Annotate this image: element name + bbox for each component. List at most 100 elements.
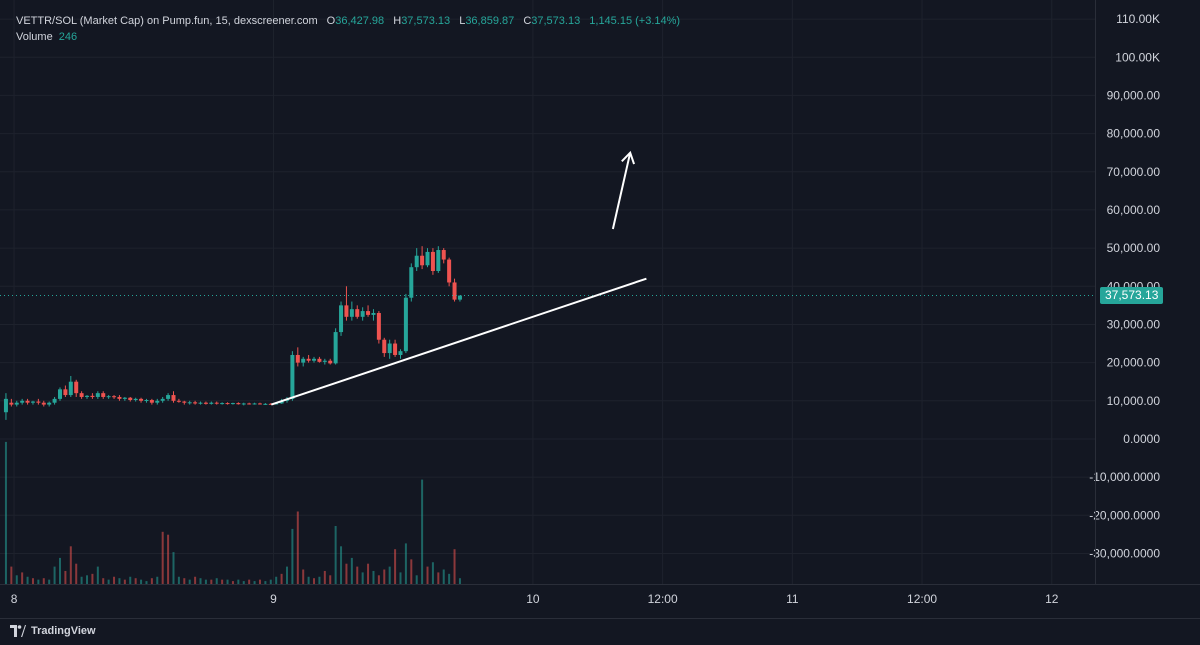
volume-bar (80, 576, 83, 584)
candle-body (20, 400, 25, 403)
candle-body (149, 400, 154, 403)
open-label: O (326, 15, 336, 27)
candle-body (230, 403, 235, 405)
candle-body (139, 398, 144, 401)
volume-bar (437, 572, 440, 584)
volume-bar (421, 479, 424, 584)
volume-bar (145, 581, 148, 584)
candle-body (322, 360, 327, 362)
price-tick-label: -10,000.0000 (1089, 470, 1160, 484)
candle-body (90, 395, 95, 397)
volume-bar (102, 578, 105, 584)
volume-bar (107, 579, 110, 584)
volume-bar (453, 549, 456, 584)
volume-bar (372, 570, 375, 584)
candle-body (349, 309, 354, 317)
volume-bar (334, 526, 337, 584)
last-price-tag: 37,573.13 (1100, 287, 1164, 305)
candle-body (74, 381, 79, 394)
volume-bar (221, 579, 224, 584)
volume-bar (113, 576, 116, 584)
candle-body (409, 267, 414, 298)
candle-body (122, 397, 127, 399)
close-value: 37,573.13 (531, 15, 581, 27)
volume-bar (426, 566, 429, 584)
candle-body (176, 400, 181, 402)
candle-body (398, 351, 403, 355)
candle-body (68, 381, 73, 396)
candle-body (430, 251, 435, 272)
candle-body (166, 395, 171, 399)
volume-bar (388, 566, 391, 584)
candle-body (436, 250, 441, 272)
volume-bar (86, 575, 89, 584)
volume-bar (96, 566, 99, 584)
volume-bar (10, 566, 13, 584)
candle-body (128, 397, 133, 401)
candle-body (312, 358, 317, 361)
candle-body (79, 393, 84, 397)
volume-bar (383, 569, 386, 584)
candle-body (268, 403, 273, 405)
footer-bar: TradingView (0, 618, 1200, 645)
drawings (0, 150, 1095, 406)
price-tick-label: 110.00K (1116, 12, 1160, 26)
price-tick-label: 10,000.00 (1107, 394, 1161, 408)
brand-label: TradingView (31, 625, 96, 637)
volume-bar (269, 579, 272, 584)
price-tick-label: 0.0000 (1123, 432, 1160, 446)
volume-bar (91, 573, 94, 584)
candle-body (9, 402, 14, 405)
volume-bar (167, 534, 170, 584)
time-axis: 8 9 10 12:00 11 12:00 12 (0, 584, 1200, 606)
candle-body (414, 255, 419, 268)
grid-lines (0, 0, 1095, 584)
candle-body (52, 398, 57, 403)
volume-bar (53, 566, 56, 584)
time-tick-label: 12:00 (907, 592, 937, 606)
volume-bars (4, 441, 461, 584)
volume-bar (226, 579, 229, 584)
volume-bar (329, 575, 332, 584)
tradingview-logo-icon (10, 625, 26, 637)
volume-bar (15, 575, 18, 584)
volume-bar (156, 576, 159, 584)
candle-body (133, 398, 138, 401)
volume-bar (356, 566, 359, 584)
tradingview-brand[interactable]: TradingView (10, 625, 96, 637)
candle-body (306, 358, 311, 361)
candle-body (25, 400, 30, 403)
time-tick-label: 11 (786, 592, 799, 606)
volume-bar (242, 581, 245, 584)
volume-bar (177, 576, 180, 584)
volume-bar (361, 572, 364, 584)
candle-body (220, 403, 225, 405)
candle-body (182, 401, 187, 403)
volume-bar (204, 579, 207, 584)
volume-bar (183, 578, 186, 584)
volume-bar (31, 578, 34, 584)
time-tick-label: 9 (270, 592, 277, 606)
volume-bar (340, 546, 343, 584)
price-tick-label: 80,000.00 (1107, 127, 1161, 141)
volume-bar (237, 579, 240, 584)
candle-body (290, 354, 295, 399)
candle-body (106, 396, 111, 398)
candle-body (112, 396, 117, 398)
candle-body (339, 305, 344, 333)
volume-bar (253, 581, 256, 584)
volume-bar (21, 572, 24, 584)
candle-body (263, 403, 268, 405)
volume-legend: Volume 246 (16, 31, 77, 43)
volume-bar (394, 549, 397, 584)
volume-bar (248, 579, 251, 584)
candle-body (171, 395, 176, 401)
candle-body (317, 358, 322, 362)
volume-bar (285, 566, 288, 584)
volume-bar (296, 511, 299, 584)
candle-body (14, 402, 19, 405)
trendline (270, 277, 647, 406)
symbol-title: VETTR/SOL (Market Cap) on Pump.fun, 15, … (16, 15, 318, 27)
time-tick-label: 12 (1045, 592, 1059, 606)
